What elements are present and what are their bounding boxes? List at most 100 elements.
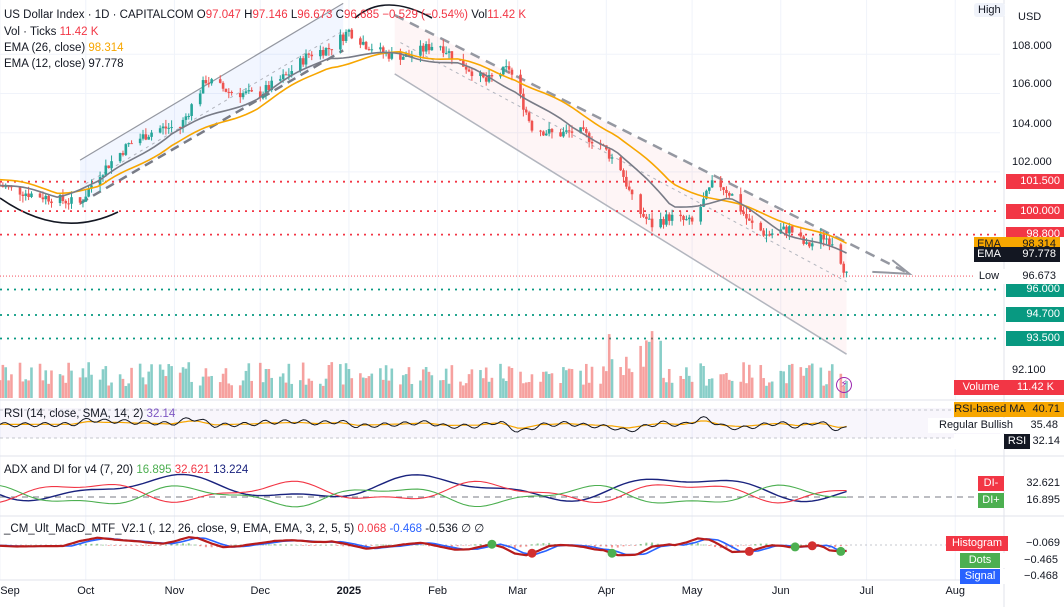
- macd-histogram-bar: [119, 545, 122, 546]
- horizontal-levels: [0, 180, 1000, 340]
- volume-bar: [522, 383, 525, 398]
- candle: [78, 197, 82, 203]
- volume-bar: [90, 374, 93, 398]
- volume-bar: [207, 376, 211, 398]
- candle: [24, 193, 28, 196]
- volume-bar: [790, 363, 794, 398]
- macd-cross-dot: [744, 546, 754, 556]
- volume-bar: [141, 377, 145, 398]
- candle: [167, 127, 171, 129]
- volume-tag: Volume 11.42 K: [954, 380, 1064, 395]
- volume-bar: [178, 372, 182, 398]
- price-axis-label: 102.000: [1012, 156, 1052, 168]
- candle: [479, 72, 482, 77]
- volume-bar: [607, 334, 611, 398]
- macd-histogram-bar: [262, 544, 265, 546]
- macd-histogram-bar: [79, 543, 82, 546]
- candle: [728, 192, 731, 196]
- rsi-legend[interactable]: RSI (14, close, SMA, 14, 2) 32.14: [4, 408, 176, 420]
- volume-bar: [407, 367, 411, 398]
- macd-histogram-bar: [525, 545, 528, 547]
- volume-bar: [61, 375, 65, 398]
- candle: [662, 218, 665, 225]
- macd-histogram-bar: [296, 544, 299, 546]
- volume-bar: [788, 364, 791, 398]
- volume-bar: [427, 371, 431, 398]
- candle: [487, 74, 491, 82]
- adx-legend[interactable]: ADX and DI for v4 (7, 20) 16.895 32.621 …: [4, 464, 249, 476]
- candle: [830, 244, 834, 246]
- candle: [822, 234, 825, 240]
- di-minus-tag: DI- 32.621: [978, 476, 1064, 491]
- adx-pane: [0, 473, 1000, 508]
- candle: [828, 238, 831, 245]
- candle: [419, 45, 422, 56]
- time-axis-label: Mar: [508, 585, 528, 597]
- volume-bar: [324, 378, 328, 398]
- candle: [50, 201, 53, 204]
- legend-ema26[interactable]: EMA (26, close) 98.314: [4, 42, 124, 54]
- volume-bar: [642, 366, 645, 398]
- legend-ema12[interactable]: EMA (12, close) 97.778: [4, 58, 124, 70]
- volume-bar: [187, 362, 191, 398]
- candle: [181, 119, 185, 128]
- candle: [307, 53, 311, 55]
- volume-bar: [542, 371, 545, 398]
- volume-bar: [27, 380, 30, 398]
- volume-bar: [244, 370, 248, 398]
- candle: [230, 92, 233, 94]
- main-legend: US Dollar Index · 1D · CAPITALCOM O97.04…: [4, 9, 527, 21]
- value-tag: Low 96.673: [974, 268, 1064, 284]
- macd-histogram-bar: [714, 545, 716, 548]
- candle: [845, 271, 848, 273]
- candle: [27, 193, 30, 198]
- candle: [58, 194, 62, 204]
- volume-bar: [690, 381, 694, 398]
- volume-bar: [130, 367, 133, 398]
- volume-bar: [665, 382, 668, 398]
- macd-histogram-bar: [473, 544, 476, 546]
- macd-histogram-bar: [313, 545, 316, 546]
- volume-bar: [585, 363, 588, 398]
- time-axis-label: Nov: [164, 585, 185, 597]
- candle: [267, 85, 271, 91]
- volume-bar: [124, 385, 128, 398]
- macd-pane: [0, 536, 1000, 558]
- volume-bar: [519, 371, 522, 398]
- macd-histogram-bar: [519, 545, 522, 548]
- macd-histogram-bar: [164, 544, 167, 546]
- candle: [550, 129, 554, 133]
- volume-bar: [587, 382, 591, 398]
- volume-bar: [319, 383, 322, 398]
- candle: [227, 91, 231, 93]
- candle: [241, 93, 245, 98]
- macd-histogram-bar: [387, 544, 390, 546]
- legend-volume[interactable]: Vol · Ticks 11.42 K: [4, 26, 99, 38]
- candle: [484, 77, 488, 82]
- candle: [610, 157, 614, 159]
- volume-bar: [582, 384, 585, 398]
- volume-bar: [742, 362, 745, 398]
- candle: [190, 104, 193, 116]
- candle: [562, 131, 565, 137]
- histogram-tag: Histogram −0.069: [946, 536, 1064, 551]
- candle: [18, 186, 22, 195]
- lightning-icon[interactable]: ⚡: [836, 377, 852, 393]
- volume-bar: [264, 369, 268, 398]
- volume-bar: [659, 340, 662, 398]
- scale-mode-button[interactable]: High: [974, 3, 1005, 17]
- candle: [765, 234, 768, 236]
- volume-bar: [98, 379, 102, 398]
- candle: [247, 90, 251, 92]
- macd-histogram-bar: [182, 543, 185, 546]
- currency-button[interactable]: USD: [1018, 11, 1042, 23]
- volume-bar: [439, 380, 442, 398]
- candle: [650, 218, 654, 228]
- candle: [665, 214, 668, 225]
- macd-legend[interactable]: _CM_Ult_MacD_MTF_V2.1 (, 12, 26, close, …: [4, 523, 485, 535]
- volume-bar: [138, 363, 142, 398]
- candle: [725, 189, 728, 193]
- volume-bar: [227, 383, 231, 398]
- candle: [619, 157, 622, 171]
